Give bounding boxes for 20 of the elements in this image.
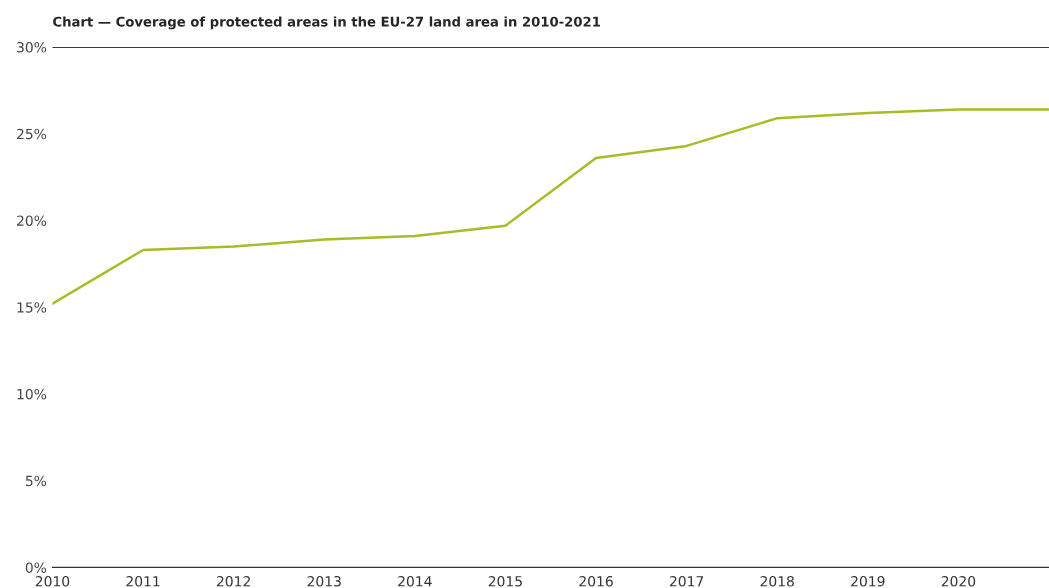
x-tick-label: 2017 [669,576,704,587]
x-tick-label: 2020 [941,576,976,587]
y-tick-label: 20% [17,215,47,226]
x-tick-label: 2010 [35,576,70,587]
x-tick-label: 2016 [579,576,613,587]
chart-title: Chart — Coverage of protected areas in the EU-27 land area in 2010-2021 [53,16,600,30]
x-tick-label: 2013 [307,576,341,587]
x-tick-label: 2018 [760,576,794,587]
x-tick-label: 2019 [851,576,885,587]
x-tick-label: 2015 [488,576,522,587]
x-tick-label: 2012 [216,576,250,587]
y-tick-label: 5% [25,475,47,487]
y-tick-label: 25% [17,128,47,140]
x-tick-label: 2011 [126,576,160,587]
line-series [52,108,1049,306]
y-tick-label: 15% [17,302,47,313]
y-tick-label: 10% [17,388,47,400]
y-tick-label: 30% [17,42,47,53]
x-tick-label: 2014 [398,576,432,587]
y-tick-label: 0% [25,562,47,573]
